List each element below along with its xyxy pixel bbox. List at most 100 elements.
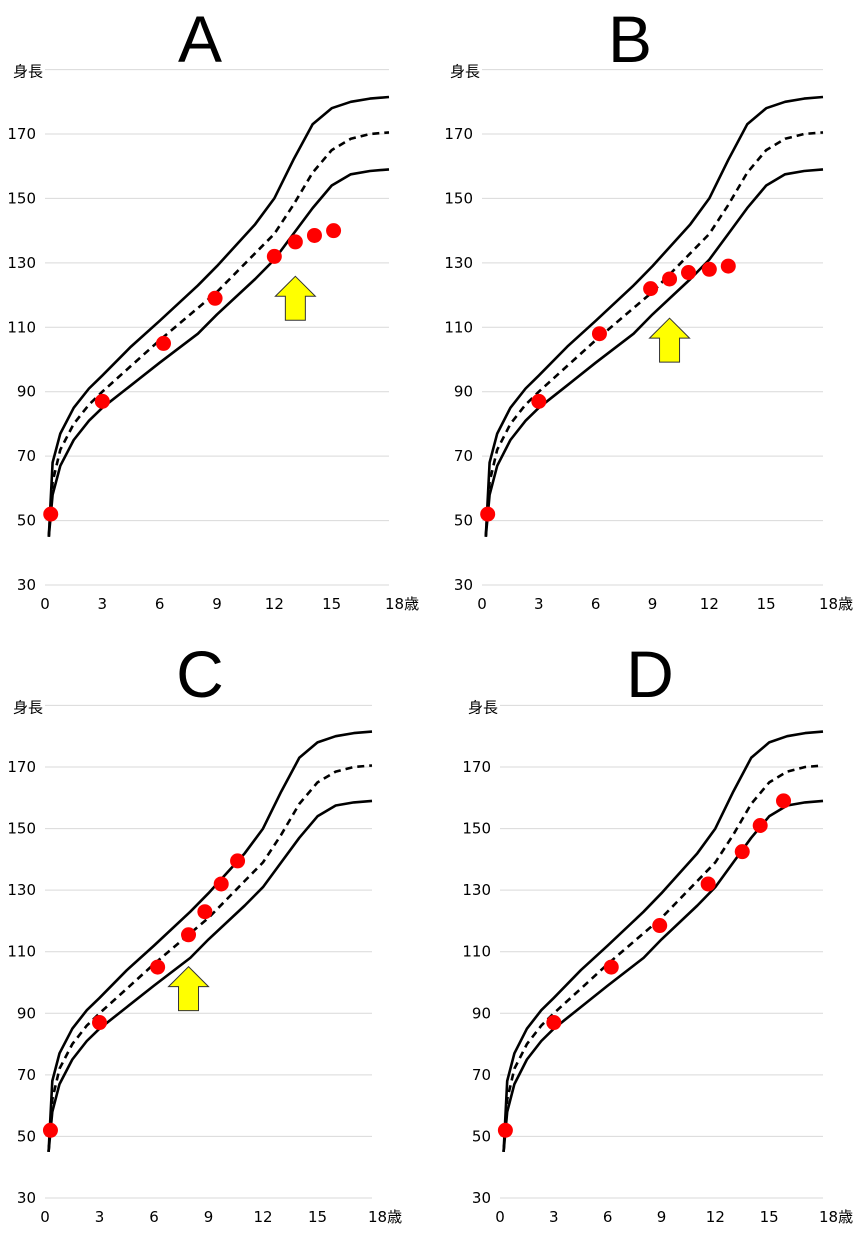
- reference-curve-upper: [47, 730, 373, 1152]
- y-tick-label: 150: [462, 820, 491, 838]
- y-tick-label: 30: [17, 576, 36, 594]
- x-tick-label: 3: [534, 595, 544, 613]
- data-point: [230, 853, 246, 869]
- y-tick-label: 90: [472, 1004, 491, 1022]
- reference-curve-lower: [47, 799, 373, 1152]
- data-point: [700, 876, 716, 892]
- y-axis-label: 身長: [468, 698, 498, 716]
- y-tick-label: 50: [17, 512, 36, 530]
- chart-panel-d: D 30 50 70 90 110 130 150 170 身長 0 3 6 9 12 15 18歳: [462, 637, 853, 1226]
- y-tick-label: 170: [444, 125, 473, 143]
- y-tick-label: 30: [17, 1189, 36, 1207]
- data-point: [266, 248, 282, 264]
- data-point: [287, 234, 303, 250]
- y-tick-label: 130: [444, 254, 473, 272]
- y-axis-label: 身長: [13, 698, 43, 716]
- annotation-arrow: [648, 317, 691, 363]
- x-tick-label: 15: [308, 1208, 327, 1226]
- y-tick-label: 90: [17, 1004, 36, 1022]
- x-tick-label: 18歳: [368, 1208, 402, 1226]
- reference-curve-upper: [484, 95, 824, 537]
- x-tick-label: 0: [40, 1208, 50, 1226]
- x-tick-label: 9: [212, 595, 222, 613]
- x-tick-label: 0: [477, 595, 487, 613]
- y-tick-label: 130: [462, 881, 491, 899]
- y-tick-label: 110: [7, 318, 36, 336]
- data-point: [546, 1015, 562, 1031]
- panel-letter: A: [178, 2, 222, 76]
- data-point: [734, 844, 750, 860]
- data-point: [720, 258, 736, 274]
- data-point: [603, 959, 619, 975]
- x-tick-label: 0: [495, 1208, 505, 1226]
- reference-curve-mean: [47, 131, 390, 537]
- x-tick-label: 6: [149, 1208, 159, 1226]
- chart-panel-c: C 30 50 70 90 110 130 150 170 身長 0 3 6 9 12 15 18歳: [7, 637, 402, 1226]
- panel-letter: C: [176, 637, 224, 711]
- data-point: [306, 227, 322, 243]
- reference-curve-upper: [47, 95, 390, 537]
- x-tick-label: 12: [706, 1208, 725, 1226]
- reference-curve-lower: [484, 168, 824, 537]
- reference-curve-mean: [502, 764, 824, 1152]
- data-point: [531, 393, 547, 409]
- y-tick-label: 110: [444, 318, 473, 336]
- x-tick-label: 12: [265, 595, 284, 613]
- x-tick-label: 15: [322, 595, 341, 613]
- data-point: [662, 271, 678, 287]
- y-tick-label: 170: [462, 758, 491, 776]
- y-tick-label: 70: [472, 1066, 491, 1084]
- data-point: [43, 506, 59, 522]
- data-point: [643, 281, 659, 297]
- panel-letter: B: [608, 2, 652, 76]
- reference-curve-mean: [484, 131, 824, 537]
- y-tick-label: 30: [472, 1189, 491, 1207]
- x-tick-label: 6: [155, 595, 165, 613]
- y-tick-label: 110: [7, 943, 36, 961]
- y-tick-label: 50: [454, 512, 473, 530]
- annotation-arrow: [167, 965, 210, 1012]
- data-point: [776, 793, 792, 809]
- y-tick-label: 30: [454, 576, 473, 594]
- data-point: [497, 1122, 513, 1138]
- data-point: [42, 1122, 58, 1138]
- x-tick-label: 6: [591, 595, 601, 613]
- y-tick-label: 150: [7, 820, 36, 838]
- y-tick-label: 130: [7, 254, 36, 272]
- data-point: [181, 927, 197, 943]
- x-tick-label: 15: [760, 1208, 779, 1226]
- x-tick-label: 3: [98, 595, 108, 613]
- x-tick-label: 18歳: [819, 1208, 853, 1226]
- data-point: [94, 393, 110, 409]
- y-tick-label: 50: [17, 1127, 36, 1145]
- x-tick-label: 0: [40, 595, 50, 613]
- data-point: [652, 918, 668, 934]
- chart-panel-b: B 30 50 70 90 110 130 150 170 身長 0 3 6 9 12 15 18歳: [444, 2, 853, 613]
- annotation-arrow: [274, 275, 317, 321]
- y-tick-label: 150: [7, 189, 36, 207]
- data-point: [207, 290, 223, 306]
- x-tick-label: 15: [757, 595, 776, 613]
- y-tick-label: 90: [454, 383, 473, 401]
- x-tick-label: 18歳: [385, 595, 419, 613]
- y-tick-label: 110: [462, 943, 491, 961]
- y-tick-label: 70: [17, 447, 36, 465]
- data-point: [150, 959, 166, 975]
- data-point: [752, 817, 768, 833]
- y-tick-label: 50: [472, 1127, 491, 1145]
- x-tick-label: 6: [603, 1208, 613, 1226]
- y-tick-label: 170: [7, 125, 36, 143]
- data-point: [213, 876, 229, 892]
- chart-panel-a: A 30 50 70 90 110 130 150 170 身長 0 3 6 9 12 15 18歳: [7, 2, 419, 613]
- data-point: [480, 506, 496, 522]
- y-tick-label: 70: [17, 1066, 36, 1084]
- reference-curve-lower: [47, 168, 390, 537]
- data-point: [326, 223, 342, 239]
- data-point: [155, 335, 171, 351]
- x-tick-label: 12: [253, 1208, 272, 1226]
- data-point: [701, 261, 717, 277]
- y-tick-label: 130: [7, 881, 36, 899]
- data-point: [92, 1015, 107, 1031]
- y-tick-label: 90: [17, 383, 36, 401]
- x-tick-label: 18歳: [819, 595, 853, 613]
